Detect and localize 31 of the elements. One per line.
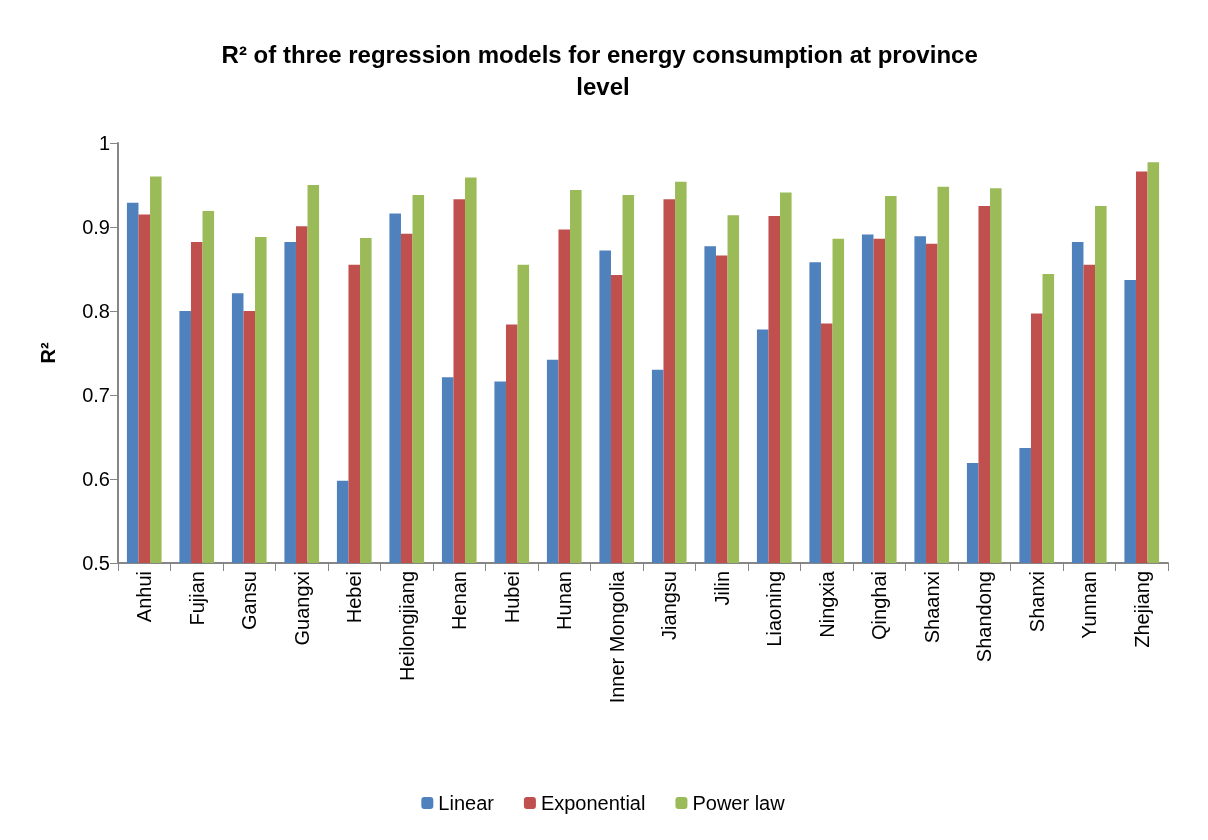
x-tick-label: Inner Mongolia — [605, 570, 628, 704]
x-tick-label: Guangxi — [290, 571, 313, 646]
x-tick-label: Shaanxi — [920, 571, 943, 644]
x-tick-label: Anhui — [133, 571, 156, 623]
y-tick-label: 0.8 — [82, 300, 110, 322]
x-tick-label: Shandong — [973, 571, 996, 663]
y-tick-label: 0.6 — [82, 468, 110, 490]
x-tick-label: Liaoning — [763, 571, 786, 647]
x-tick-label: Jiangsu — [658, 571, 681, 640]
x-tick-label: Henan — [448, 571, 471, 630]
y-tick-label: 1 — [98, 132, 110, 154]
x-tick-label: Fujian — [185, 571, 208, 626]
x-tick-label: Hebei — [343, 571, 366, 624]
x-tick-label: Hubei — [500, 571, 523, 624]
legend-label: Linear — [438, 792, 495, 814]
x-tick-label: Hunan — [553, 571, 576, 630]
y-tick-label: 0.7 — [82, 384, 110, 406]
x-tick-label: Heilongjiang — [395, 571, 418, 682]
x-tick-label: Shanxi — [1025, 571, 1048, 633]
y-tick-label: 0.5 — [82, 552, 110, 574]
legend-label: Exponential — [540, 792, 646, 814]
x-tick-label: Gansu — [238, 571, 261, 630]
y-tick-label: 0.9 — [82, 216, 110, 238]
legend-label: Power law — [692, 792, 786, 814]
chart-title: R² of three regression models for energy consumption at province level — [221, 40, 985, 100]
x-tick-label: Yunnan — [1078, 571, 1101, 639]
x-tick-label: Ningxia — [815, 570, 838, 638]
x-tick-label: Zhejiang — [1130, 571, 1153, 648]
y-axis-title: R² — [37, 342, 59, 364]
x-tick-label: Jilin — [710, 571, 733, 606]
x-tick-label: Qinghai — [868, 571, 891, 640]
